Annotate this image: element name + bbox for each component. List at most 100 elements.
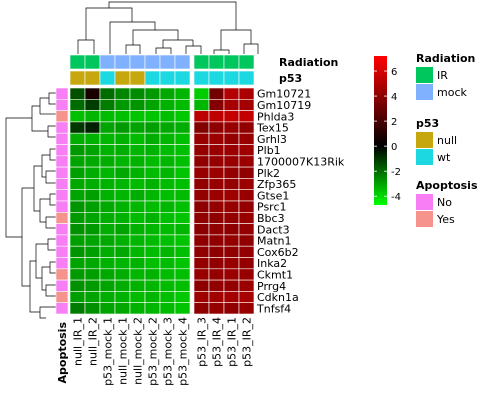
heatmap-cell: [99, 144, 116, 157]
heatmap-cell: [84, 178, 101, 190]
heatmap-cell: [129, 200, 146, 213]
heatmap-cell: [114, 302, 131, 315]
heatmap-cell: [69, 121, 86, 134]
heatmap-cell: [129, 245, 146, 258]
apoptosis-annotation-cell: [55, 132, 69, 145]
heatmap-cell: [238, 291, 255, 303]
heatmap-cell: [144, 132, 161, 145]
row-label: Tnfsf4: [256, 302, 291, 315]
heatmap-cell: [144, 110, 161, 123]
heatmap-cell: [144, 212, 161, 224]
heatmap-cell: [193, 257, 210, 270]
heatmap-cell: [174, 257, 191, 270]
heatmap-cell: [99, 178, 116, 190]
column-label: p53_mock_3: [162, 317, 175, 386]
p53-annotation-cell: [193, 70, 210, 86]
heatmap-cell: [84, 257, 101, 270]
row-label: Prrg4: [257, 280, 286, 293]
heatmap-cell: [99, 99, 116, 111]
heatmap-cell: [174, 245, 191, 258]
radiation-annotation-cell: [144, 54, 161, 70]
heatmap-cell: [84, 166, 101, 179]
heatmap-cell: [208, 87, 225, 100]
legend-swatch: [416, 67, 433, 83]
heatmap-cell: [208, 268, 225, 281]
heatmap-cell: [238, 234, 255, 247]
annotation-legends: Radiation IR mock p53 null wt Apoptosis No Yes: [416, 52, 478, 227]
p53-annotation-cell: [99, 70, 116, 86]
heatmap-cell: [208, 155, 225, 168]
heatmap-cell: [208, 257, 225, 270]
heatmap-cell: [84, 121, 101, 134]
heatmap-cell: [238, 155, 255, 168]
heatmap-cell: [99, 234, 116, 247]
heatmap-cell: [114, 144, 131, 157]
heatmap-cell: [84, 87, 101, 100]
heatmap-cell: [223, 279, 240, 292]
heatmap-cell: [223, 200, 240, 213]
heatmap-cell: [99, 245, 116, 258]
row-label: Psrc1: [257, 201, 287, 214]
heatmap-cell: [114, 87, 131, 100]
heatmap-cell: [238, 200, 255, 213]
heatmap-cell: [208, 178, 225, 190]
heatmap-cell: [159, 291, 176, 303]
heatmap-cell: [129, 87, 146, 100]
heatmap-cell: [114, 200, 131, 213]
heatmap-cell: [84, 268, 101, 281]
p53-annotation-cell: [144, 70, 161, 86]
heatmap-cell: [208, 166, 225, 179]
heatmap-cell: [99, 132, 116, 145]
heatmap-cell: [129, 268, 146, 281]
apoptosis-annotation-cell: [55, 121, 69, 134]
column-dendrogram: [77, 1, 259, 54]
colorbar-tick-label: 2: [391, 117, 397, 128]
heatmap-cell: [223, 268, 240, 281]
heatmap-cell: [69, 132, 86, 145]
heatmap-cell: [208, 291, 225, 303]
heatmap-cell: [193, 268, 210, 281]
heatmap-cell: [174, 87, 191, 100]
heatmap-cell: [144, 87, 161, 100]
heatmap-cell: [238, 132, 255, 145]
heatmap-cell: [223, 99, 240, 111]
legend-label: null: [437, 134, 457, 147]
heatmap-cell: [129, 166, 146, 179]
heatmap-cell: [159, 155, 176, 168]
apoptosis-annotation-cell: [55, 257, 69, 270]
heatmap-cell: [208, 234, 225, 247]
heatmap-cell: [129, 212, 146, 224]
heatmap-cell: [99, 279, 116, 292]
heatmap-cell: [114, 99, 131, 111]
heatmap-cell: [238, 245, 255, 258]
heatmap-cell: [208, 189, 225, 202]
row-label: Gtse1: [257, 189, 289, 202]
column-label: p53_IR_4: [211, 317, 224, 367]
heatmap-cell: [99, 87, 116, 100]
heatmap-cell: [114, 279, 131, 292]
heatmap-cell: [238, 189, 255, 202]
column-label: p53_IR_2: [241, 317, 254, 367]
radiation-annotation-cell: [208, 54, 225, 70]
heatmap-cell: [84, 212, 101, 224]
heatmap-cell: [84, 279, 101, 292]
radiation-annotation-cell: [193, 54, 210, 70]
heatmap-cell: [174, 144, 191, 157]
radiation-annotation-cell: [69, 54, 86, 70]
column-label: p53_IR_1: [226, 317, 239, 367]
legend-title: p53: [416, 117, 439, 130]
apoptosis-annotation-cell: [55, 234, 69, 247]
heatmap-cell: [114, 155, 131, 168]
legend-swatch: [416, 211, 433, 227]
apoptosis-annotation-cell: [55, 110, 69, 123]
heatmap-cell: [69, 268, 86, 281]
heatmap-cell: [69, 99, 86, 111]
heatmap-cell: [238, 268, 255, 281]
heatmap-cell: [144, 144, 161, 157]
heatmap-cell: [99, 166, 116, 179]
heatmap-cell: [223, 291, 240, 303]
heatmap-cell: [129, 279, 146, 292]
annotation-track-radiation: [69, 54, 255, 70]
heatmap-cell: [223, 87, 240, 100]
heatmap-cell: [69, 212, 86, 224]
